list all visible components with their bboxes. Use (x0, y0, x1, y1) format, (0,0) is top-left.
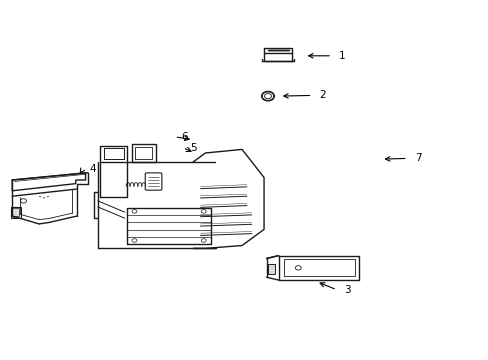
FancyBboxPatch shape (145, 173, 162, 190)
FancyBboxPatch shape (12, 208, 19, 216)
Text: 2: 2 (319, 90, 325, 100)
Text: 4: 4 (89, 164, 96, 174)
Text: 1: 1 (338, 51, 345, 61)
FancyBboxPatch shape (267, 264, 275, 274)
Text: 6: 6 (181, 132, 188, 142)
Text: 5: 5 (189, 143, 196, 153)
Text: 7: 7 (414, 153, 421, 163)
Text: 3: 3 (343, 285, 350, 295)
FancyBboxPatch shape (11, 207, 20, 218)
